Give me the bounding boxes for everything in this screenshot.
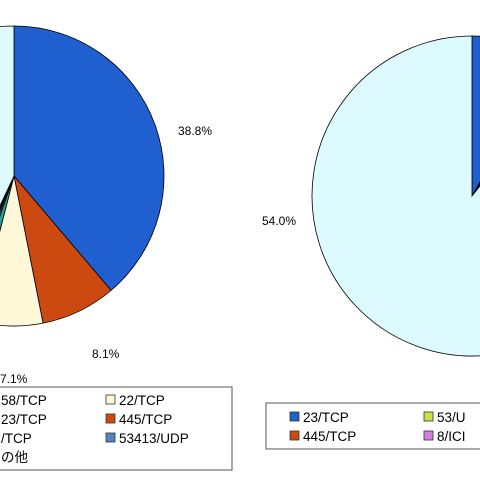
- left-legend-swatch-1: [105, 394, 116, 405]
- pie2-label-4: 54.0%: [262, 214, 296, 228]
- pie2-slice-0: [471, 35, 480, 198]
- right-legend-label-0: 23/TCP: [303, 410, 349, 425]
- pie1-slice-7: [0, 25, 15, 207]
- left-legend-label-2: 23/TCP: [1, 412, 47, 427]
- right-pie-labels: 54.0%: [262, 214, 296, 228]
- left-pie: [0, 25, 165, 327]
- left-legend-label-5: 53413/UDP: [119, 431, 189, 446]
- pie1-label-2: 7.1%: [0, 372, 28, 386]
- left-pie-labels: 38.8% 8.1% 7.1%: [0, 124, 212, 386]
- left-legend-label-1: 22/TCP: [119, 393, 165, 408]
- pie1-label-0: 38.8%: [178, 124, 212, 138]
- pie1-slice-6: [0, 175, 15, 210]
- right-legend-swatch-0: [289, 411, 300, 422]
- left-legend-box: [0, 386, 233, 471]
- left-legend-label-3: 445/TCP: [119, 412, 172, 427]
- left-legend-swatch-3: [105, 413, 116, 424]
- pie1-slice-0: [13, 25, 165, 291]
- pie1-slice-2: [0, 175, 44, 327]
- left-legend-label-6: の他: [1, 450, 28, 465]
- right-legend: 23/TCP 53/U 445/TCP 8/ICI: [289, 410, 466, 444]
- right-legend-swatch-2: [289, 430, 300, 441]
- pie1-slice-4: [0, 175, 15, 217]
- right-legend-label-1: 53/U: [437, 410, 466, 425]
- right-legend-label-2: 445/TCP: [303, 429, 356, 444]
- right-pie: [311, 35, 480, 357]
- pie1-label-1: 8.1%: [92, 347, 120, 361]
- left-legend-label-0: 58/TCP: [1, 393, 47, 408]
- pie2-slice-1: [471, 181, 480, 197]
- right-legend-box: [265, 402, 480, 450]
- left-legend-label-4: /TCP: [1, 431, 32, 446]
- right-legend-swatch-1: [423, 411, 434, 422]
- left-legend: 58/TCP 22/TCP 23/TCP 445/TCP/TCP 53413/UDP の他: [1, 393, 189, 465]
- right-legend-swatch-3: [423, 430, 434, 441]
- left-legend-swatch-5: [105, 432, 116, 443]
- pie1-slice-3: [0, 175, 15, 233]
- pie2-slice-4: [311, 35, 480, 357]
- right-legend-label-3: 8/ICI: [437, 429, 466, 444]
